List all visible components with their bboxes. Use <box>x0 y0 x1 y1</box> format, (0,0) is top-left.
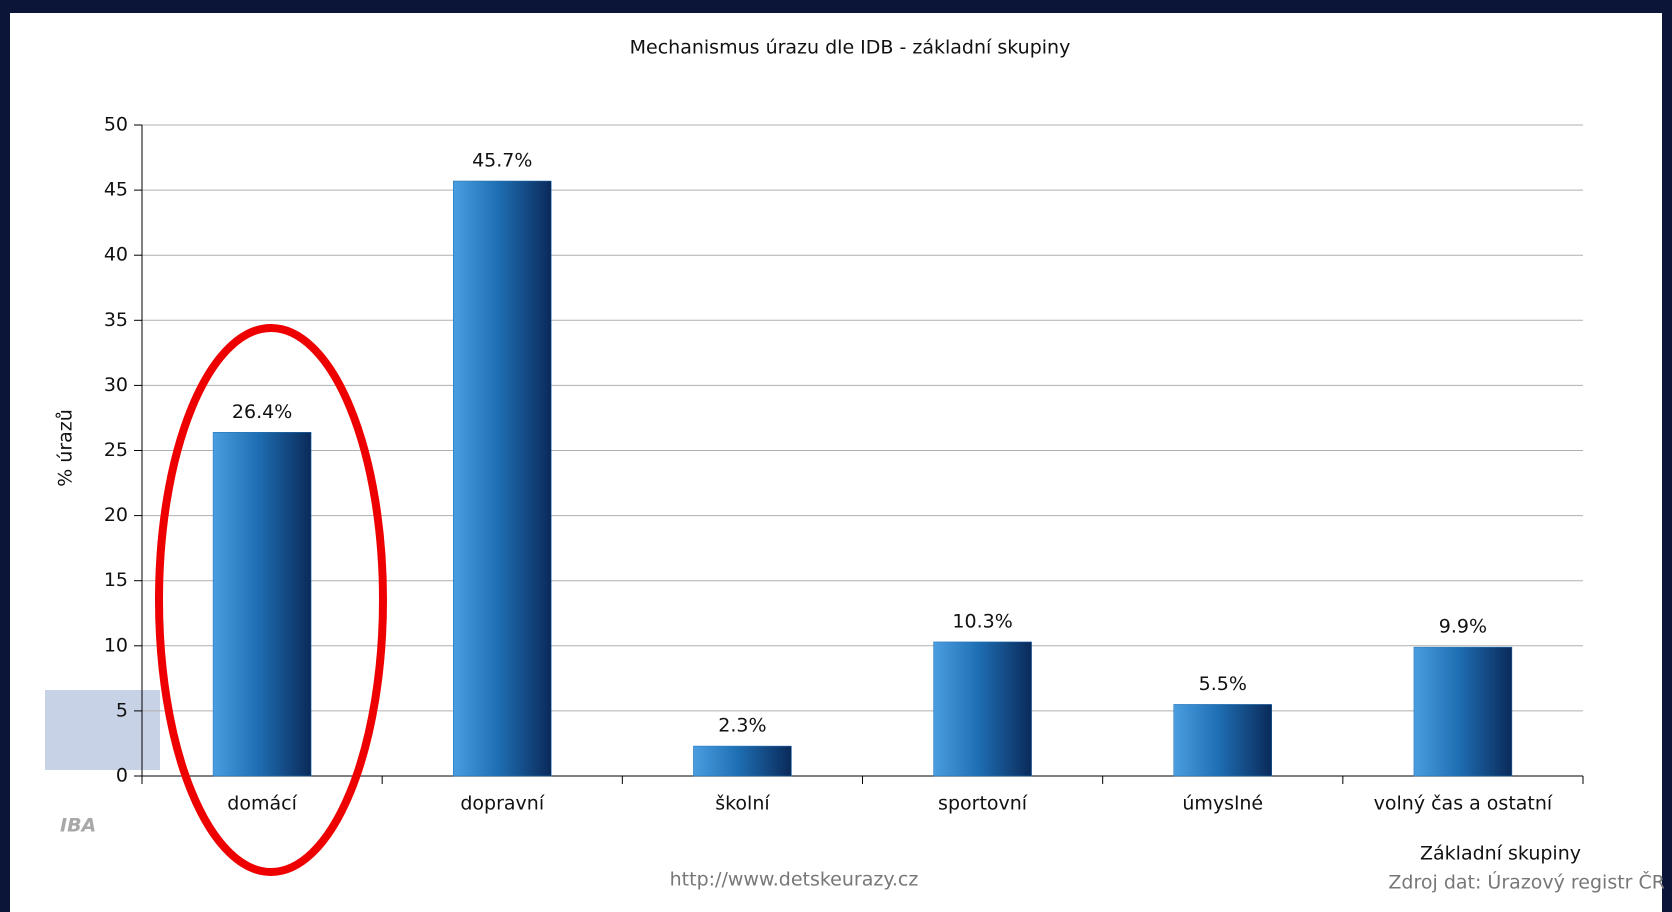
source: Zdroj dat: Úrazový registr ČR <box>1388 870 1665 894</box>
y-axis-label: % úrazů <box>55 409 77 487</box>
x-tick-label: sportovní <box>938 793 1028 815</box>
y-tick-label: 50 <box>104 114 128 136</box>
bar <box>212 432 312 777</box>
data-label: 10.3% <box>952 610 1012 632</box>
bar <box>1413 646 1513 777</box>
x-tick-label: domácí <box>227 793 297 815</box>
bar <box>1173 704 1272 777</box>
y-tick-label: 5 <box>116 699 128 721</box>
x-tick-label: volný čas a ostatní <box>1374 793 1553 815</box>
y-tick-label: 15 <box>104 569 128 591</box>
y-tick-label: 20 <box>104 504 128 526</box>
y-tick-label: 25 <box>104 439 128 461</box>
y-tick-label: 40 <box>104 244 128 266</box>
highlight-ellipse <box>155 324 387 876</box>
y-tick-label: 10 <box>104 634 128 656</box>
bar <box>933 641 1032 777</box>
bar <box>693 745 792 777</box>
x-tick-label: úmyslné <box>1182 793 1263 815</box>
y-tick-label: 35 <box>104 309 128 331</box>
watermark: IBA <box>60 815 96 837</box>
data-label: 5.5% <box>1199 673 1247 695</box>
x-axis-label: Základní skupiny <box>1420 843 1581 865</box>
url: http://www.detskeurazy.cz <box>670 869 919 891</box>
y-tick-label: 0 <box>116 765 128 787</box>
data-label: 26.4% <box>232 401 292 423</box>
bar <box>453 180 552 777</box>
x-tick-label: školní <box>715 793 770 815</box>
logo-shape <box>45 690 160 770</box>
data-label: 45.7% <box>472 149 532 171</box>
chart-title: Mechanismus úrazu dle IDB - základní sku… <box>630 37 1071 59</box>
data-label: 9.9% <box>1439 616 1487 638</box>
y-tick-label: 30 <box>104 374 128 396</box>
x-tick-label: dopravní <box>460 793 544 815</box>
y-tick-label: 45 <box>104 179 128 201</box>
data-label: 2.3% <box>718 715 766 737</box>
